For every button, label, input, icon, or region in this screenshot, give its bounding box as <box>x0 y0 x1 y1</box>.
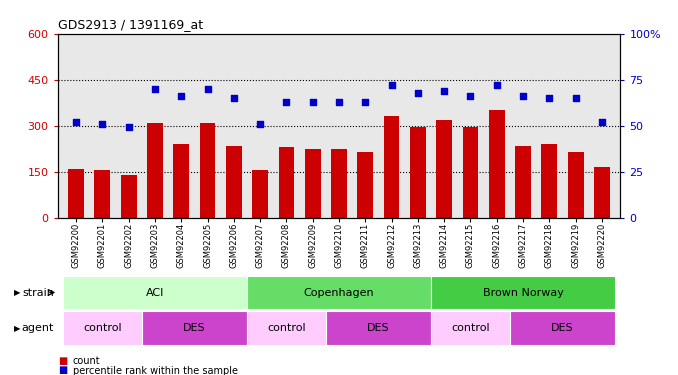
Text: DES: DES <box>183 323 205 333</box>
Text: Copenhagen: Copenhagen <box>304 288 374 297</box>
Bar <box>437 120 452 218</box>
Text: agent: agent <box>22 323 54 333</box>
Bar <box>542 144 557 218</box>
Bar <box>147 123 163 218</box>
Text: ACI: ACI <box>146 288 164 297</box>
Point <box>255 121 266 127</box>
Text: control: control <box>83 323 121 333</box>
Point <box>597 119 607 125</box>
Bar <box>489 110 504 218</box>
Point <box>176 93 186 99</box>
Bar <box>331 148 347 217</box>
Point <box>412 90 423 96</box>
Bar <box>305 148 321 217</box>
Bar <box>357 152 373 217</box>
Point <box>386 82 397 88</box>
Text: control: control <box>451 323 490 333</box>
Point <box>307 99 318 105</box>
Point <box>123 124 134 130</box>
Bar <box>431 276 615 309</box>
Point <box>281 99 292 105</box>
Bar <box>226 146 241 218</box>
Bar <box>174 144 189 218</box>
Point <box>517 93 528 99</box>
Bar <box>121 175 136 217</box>
Point <box>228 95 239 101</box>
Point <box>439 88 450 94</box>
Bar <box>279 147 294 218</box>
Text: DES: DES <box>551 323 574 333</box>
Text: ■: ■ <box>58 356 67 366</box>
Bar <box>63 311 142 345</box>
Bar <box>594 167 610 218</box>
Bar <box>410 127 426 218</box>
Point <box>544 95 555 101</box>
Bar <box>326 311 431 345</box>
Bar <box>247 276 431 309</box>
Text: strain: strain <box>22 288 54 297</box>
Bar <box>199 123 216 218</box>
Bar <box>384 116 399 218</box>
Text: GDS2913 / 1391169_at: GDS2913 / 1391169_at <box>58 18 203 31</box>
Text: ▶: ▶ <box>14 324 20 333</box>
Bar <box>462 127 479 218</box>
Point <box>465 93 476 99</box>
Bar <box>510 311 615 345</box>
Point <box>71 119 81 125</box>
Text: control: control <box>267 323 306 333</box>
Point <box>334 99 344 105</box>
Text: count: count <box>73 356 100 366</box>
Bar <box>247 311 326 345</box>
Bar <box>68 168 84 217</box>
Bar <box>567 152 584 217</box>
Point <box>360 99 371 105</box>
Point <box>150 86 161 92</box>
Text: percentile rank within the sample: percentile rank within the sample <box>73 366 237 375</box>
Bar <box>252 170 268 217</box>
Text: DES: DES <box>367 323 390 333</box>
Bar <box>142 311 247 345</box>
Bar <box>515 146 531 218</box>
Bar <box>431 311 510 345</box>
Bar <box>94 170 111 217</box>
Point <box>492 82 502 88</box>
Bar <box>63 276 247 309</box>
Point <box>97 121 108 127</box>
Text: ▶: ▶ <box>14 288 20 297</box>
Text: ■: ■ <box>58 366 67 375</box>
Point <box>202 86 213 92</box>
Text: Brown Norway: Brown Norway <box>483 288 563 297</box>
Point <box>570 95 581 101</box>
